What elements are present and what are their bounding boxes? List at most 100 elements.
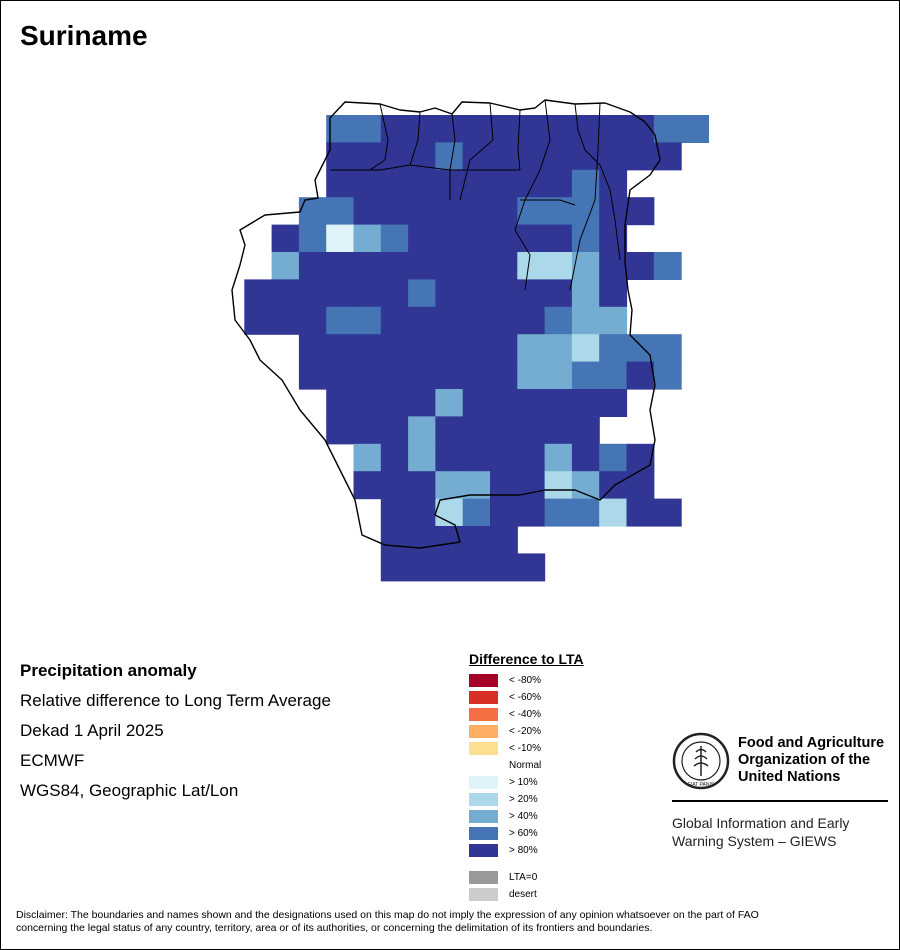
anomaly-cell bbox=[544, 334, 573, 363]
anomaly-cell bbox=[544, 115, 573, 143]
anomaly-cell bbox=[653, 142, 682, 171]
anomaly-cell bbox=[599, 115, 628, 143]
anomaly-cell bbox=[490, 197, 518, 226]
anomaly-cell bbox=[462, 443, 491, 472]
anomaly-cell bbox=[490, 498, 518, 527]
legend-item: < -60% bbox=[469, 689, 584, 706]
anomaly-cell bbox=[353, 115, 382, 143]
anomaly-cell bbox=[271, 279, 300, 308]
anomaly-cell bbox=[599, 252, 628, 280]
anomaly-cell bbox=[353, 443, 382, 472]
anomaly-cell bbox=[653, 252, 682, 280]
anomaly-cell bbox=[517, 361, 546, 390]
legend-items: < -80% < -60% < -40% < -20% < -10% Normal > 10… bbox=[469, 672, 584, 859]
anomaly-cell bbox=[435, 389, 464, 417]
anomaly-cell bbox=[326, 197, 355, 226]
anomaly-cell bbox=[490, 115, 518, 143]
anomaly-cell bbox=[353, 169, 382, 198]
legend-label: < -20% bbox=[509, 726, 541, 737]
anomaly-cell bbox=[353, 142, 382, 171]
anomaly-cell bbox=[435, 252, 464, 280]
anomaly-cell bbox=[571, 115, 600, 143]
anomaly-cell bbox=[462, 115, 491, 143]
anomaly-cell bbox=[462, 279, 491, 308]
anomaly-cell bbox=[353, 361, 382, 390]
anomaly-cell bbox=[408, 389, 436, 417]
anomaly-cell bbox=[380, 197, 409, 226]
anomaly-cell bbox=[408, 443, 436, 472]
anomaly-cell bbox=[408, 361, 436, 390]
disclaimer: Disclaimer: The boundaries and names sho… bbox=[16, 909, 759, 934]
precipitation-anomaly-map bbox=[231, 99, 709, 582]
anomaly-cell bbox=[435, 526, 464, 554]
legend-label: desert bbox=[509, 889, 537, 900]
legend-item: Normal bbox=[469, 757, 584, 774]
anomaly-cell bbox=[326, 361, 355, 390]
legend-swatch bbox=[469, 827, 498, 840]
anomaly-cell bbox=[490, 389, 518, 417]
legend-label: > 60% bbox=[509, 828, 538, 839]
anomaly-cell bbox=[298, 361, 327, 390]
legend-swatch bbox=[469, 725, 498, 738]
anomaly-cell bbox=[353, 252, 382, 280]
anomaly-cell bbox=[326, 306, 355, 335]
anomaly-cell bbox=[380, 334, 409, 363]
anomaly-cell bbox=[380, 389, 409, 417]
legend-item: > 40% bbox=[469, 808, 584, 825]
legend-item: < -40% bbox=[469, 706, 584, 723]
anomaly-cell bbox=[353, 416, 382, 445]
anomaly-cell bbox=[353, 334, 382, 363]
anomaly-cell bbox=[517, 115, 546, 143]
anomaly-cell bbox=[435, 334, 464, 363]
anomaly-cell bbox=[490, 443, 518, 472]
anomaly-cell bbox=[435, 553, 464, 582]
anomaly-cell bbox=[353, 306, 382, 335]
anomaly-cell bbox=[380, 471, 409, 500]
anomaly-cell bbox=[326, 416, 355, 445]
legend-item: > 20% bbox=[469, 791, 584, 808]
legend-swatch bbox=[469, 691, 498, 704]
anomaly-cell bbox=[544, 169, 573, 198]
legend: Difference to LTA < -80% < -60% < -40% < -2… bbox=[469, 651, 584, 903]
anomaly-cell bbox=[353, 389, 382, 417]
anomaly-cell bbox=[298, 197, 327, 226]
anomaly-cell bbox=[462, 498, 491, 527]
anomaly-cell bbox=[490, 224, 518, 253]
anomaly-cell bbox=[244, 279, 273, 308]
anomaly-cell bbox=[517, 279, 546, 308]
anomaly-cell bbox=[326, 252, 355, 280]
anomaly-cell bbox=[517, 416, 546, 445]
anomaly-cell bbox=[408, 224, 436, 253]
anomaly-cell bbox=[380, 443, 409, 472]
legend-label: LTA=0 bbox=[509, 872, 538, 883]
anomaly-cell bbox=[571, 334, 600, 363]
anomaly-cell bbox=[408, 115, 436, 143]
anomaly-cell bbox=[544, 197, 573, 226]
anomaly-cell bbox=[490, 306, 518, 335]
giews-text: Global Information and Early Warning Sys… bbox=[672, 815, 850, 849]
anomaly-cell bbox=[271, 224, 300, 253]
anomaly-cell bbox=[626, 361, 655, 390]
anomaly-cell bbox=[571, 498, 600, 527]
anomaly-cell bbox=[653, 361, 682, 390]
map-title: Suriname bbox=[20, 20, 148, 51]
anomaly-cell bbox=[653, 334, 682, 363]
legend-item: < -80% bbox=[469, 672, 584, 689]
legend-extra-items: LTA=0 desert bbox=[469, 869, 584, 903]
anomaly-cell bbox=[571, 306, 600, 335]
anomaly-cell bbox=[408, 553, 436, 582]
anomaly-cell bbox=[462, 224, 491, 253]
info-line-1: Relative difference to Long Term Average bbox=[20, 691, 331, 710]
anomaly-cell bbox=[435, 471, 464, 500]
anomaly-cell bbox=[271, 306, 300, 335]
anomaly-cell bbox=[435, 224, 464, 253]
anomaly-cell bbox=[517, 252, 546, 280]
anomaly-cell bbox=[462, 416, 491, 445]
anomaly-cell bbox=[599, 498, 628, 527]
anomaly-cell bbox=[544, 224, 573, 253]
anomaly-cell bbox=[326, 334, 355, 363]
anomaly-cell bbox=[599, 142, 628, 171]
info-line-3: ECMWF bbox=[20, 751, 85, 770]
anomaly-cell bbox=[517, 389, 546, 417]
anomaly-cell bbox=[544, 142, 573, 171]
